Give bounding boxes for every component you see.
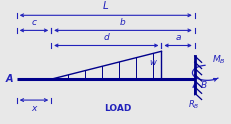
Text: d: d (103, 33, 109, 42)
Text: a: a (175, 33, 181, 42)
Text: b: b (120, 18, 126, 27)
Text: LOAD: LOAD (104, 104, 131, 113)
Text: A: A (6, 74, 13, 84)
Text: $M_B$: $M_B$ (212, 53, 226, 66)
Text: B: B (201, 81, 207, 90)
Text: $R_B$: $R_B$ (188, 99, 199, 111)
Text: x: x (31, 104, 37, 113)
Text: L: L (103, 1, 109, 11)
Text: c: c (31, 18, 36, 27)
Text: w: w (149, 58, 156, 67)
